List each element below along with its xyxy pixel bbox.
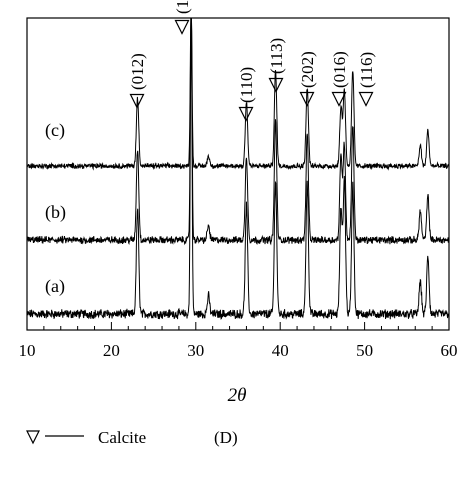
peak-marker-group: (012) (104) (110) (113) (202) (016) (116): [128, 0, 376, 122]
plot-frame-group: [26, 17, 450, 331]
peak-marker-icon-6: [358, 91, 374, 107]
legend-label: Calcite: [98, 428, 146, 447]
plot-frame: [26, 17, 450, 331]
peak-label-6: (116): [357, 52, 376, 88]
peak-label-3: (113): [267, 38, 286, 74]
panel-label: (D): [214, 428, 238, 447]
peak-marker-icon-2: [238, 106, 254, 122]
x-tick-label-4: 50: [356, 341, 373, 360]
x-tick-label-0: 10: [19, 341, 36, 360]
peak-marker-icon-5: [331, 91, 347, 107]
series-line-2: [26, 18, 450, 171]
peak-marker-icon-3: [268, 77, 284, 93]
series-group: (a) (b) (c): [26, 18, 450, 320]
series-label-0: (a): [45, 276, 65, 297]
x-tick-label-5: 60: [441, 341, 458, 360]
peak-label-5: (016): [330, 51, 349, 88]
peak-marker-icon-1: [174, 19, 190, 35]
series-line-0: [26, 18, 450, 320]
peak-label-4: (202): [298, 51, 317, 88]
legend-symbol-icon: [26, 430, 40, 445]
peak-marker-icon-4: [299, 91, 315, 107]
peak-label-2: (110): [237, 67, 256, 103]
series-label-1: (b): [45, 202, 66, 223]
x-tick-label-2: 30: [187, 341, 204, 360]
x-axis-group: 10 20 30 40 50 60 2θ: [19, 322, 458, 406]
peak-label-1: (104): [173, 0, 192, 14]
peak-marker-icon-0: [129, 93, 145, 109]
x-tick-label-1: 20: [103, 341, 120, 360]
peak-label-0: (012): [128, 53, 147, 90]
x-tick-label-3: 40: [272, 341, 289, 360]
series-line-1: [26, 18, 450, 246]
x-axis-title: 2θ: [228, 385, 247, 406]
series-label-2: (c): [45, 120, 65, 141]
legend-group: Calcite (D): [26, 428, 238, 447]
